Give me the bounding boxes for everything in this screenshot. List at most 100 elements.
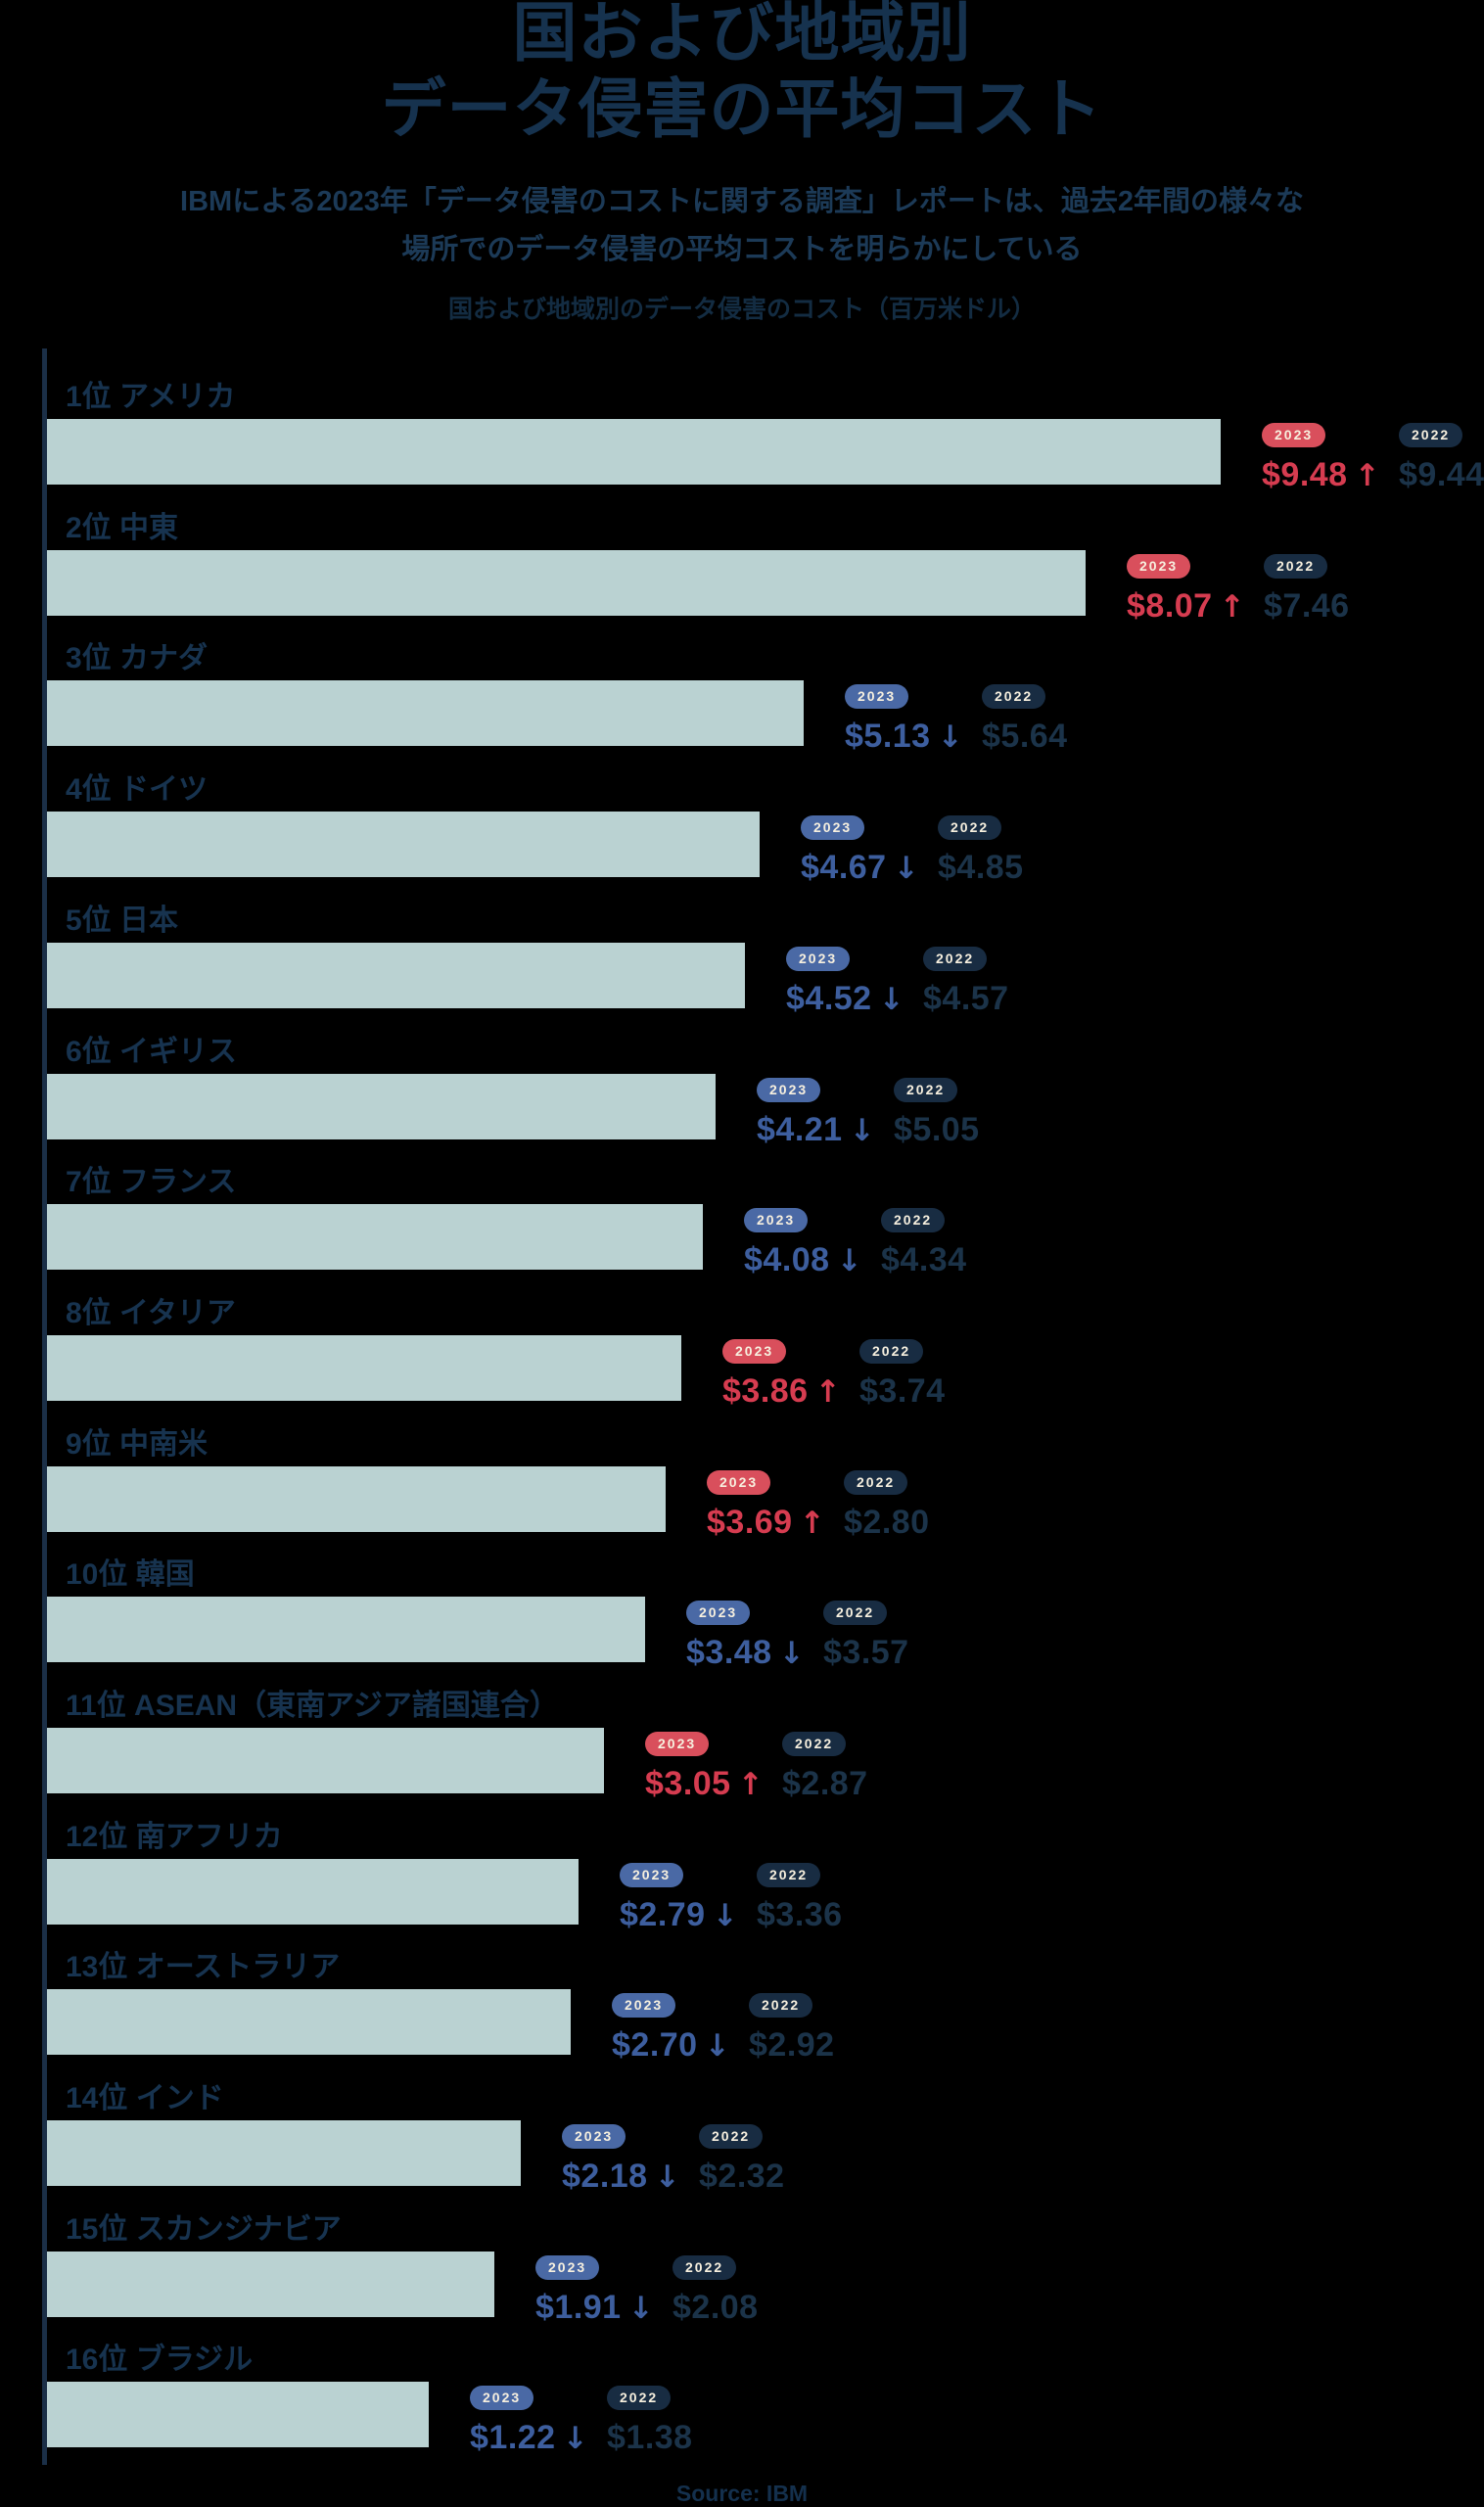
trend-down-icon: ↓ xyxy=(849,1113,876,1148)
chart-row: 7位 フランス 2023 $4.08 ↓ 2022 $4.34 xyxy=(47,1155,1484,1286)
trend-down-icon: ↓ xyxy=(704,2028,731,2064)
trend-down-icon: ↓ xyxy=(627,2291,655,2326)
cost-value-2022: $5.64 xyxy=(982,718,1068,755)
value-column-2022: 2022 $1.38 xyxy=(607,2386,693,2454)
value-column-2023: 2023 $4.08 ↓ xyxy=(744,1208,881,1277)
value-column-2022: 2022 $2.92 xyxy=(749,1993,835,2062)
value-column-2023: 2023 $4.67 ↓ xyxy=(801,815,938,884)
value-column-2022: 2022 $2.87 xyxy=(782,1732,868,1800)
cost-value-2023: $2.70 ↓ xyxy=(612,2026,731,2064)
cost-value-2023: $3.86 ↑ xyxy=(722,1372,842,1410)
year-badge-2023: 2023 xyxy=(645,1732,710,1756)
year-badge-2023: 2023 xyxy=(757,1078,821,1102)
year-badge-2022: 2022 xyxy=(1399,423,1463,447)
year-badge-2022: 2022 xyxy=(749,1993,813,2018)
value-column-2022: 2022 $4.85 xyxy=(938,815,1024,884)
year-badge-2022: 2022 xyxy=(923,947,988,971)
trend-down-icon: ↓ xyxy=(878,982,905,1017)
value-column-2022: 2022 $4.57 xyxy=(923,947,1009,1015)
trend-up-icon: ↑ xyxy=(737,1767,765,1802)
year-badge-2023: 2023 xyxy=(620,1863,684,1887)
trend-up-icon: ↑ xyxy=(1219,589,1246,625)
rank-country-label: 4位 ドイツ xyxy=(66,773,209,806)
year-badge-2022: 2022 xyxy=(607,2386,672,2410)
value-column-2022: 2022 $2.08 xyxy=(672,2255,759,2324)
cost-value-2022: $5.05 xyxy=(894,1111,980,1148)
year-badge-2023: 2023 xyxy=(845,684,909,709)
year-badge-2023: 2023 xyxy=(1127,554,1191,579)
cost-bar xyxy=(47,1989,571,2055)
cost-bar xyxy=(47,1335,681,1401)
value-group: 2023 $1.91 ↓ 2022 $2.08 xyxy=(535,2255,759,2324)
trend-up-icon: ↑ xyxy=(814,1374,842,1410)
trend-down-icon: ↓ xyxy=(937,720,964,755)
page-title-line2: データ侵害の平均コスト xyxy=(381,72,1103,145)
cost-value-2022: $4.34 xyxy=(881,1241,967,1278)
rank-country-label: 13位 オーストラリア xyxy=(66,1951,341,1983)
cost-value-2022: $3.36 xyxy=(757,1896,843,1933)
value-column-2023: 2023 $3.86 ↑ xyxy=(722,1339,859,1408)
chart-row: 9位 中南米 2023 $3.69 ↑ 2022 $2.80 xyxy=(47,1417,1484,1549)
year-badge-2022: 2022 xyxy=(938,815,1002,840)
cost-value-2022: $9.44 xyxy=(1399,456,1484,493)
rank-country-label: 7位 フランス xyxy=(66,1166,237,1198)
value-group: 2023 $3.48 ↓ 2022 $3.57 xyxy=(686,1601,909,1669)
page-subtitle-line1: IBMによる2023年「データ侵害のコストに関する調査」レポートは、過去2年間の… xyxy=(180,186,1304,217)
rank-country-label: 11位 ASEAN（東南アジア諸国連合） xyxy=(66,1690,559,1722)
year-badge-2022: 2022 xyxy=(782,1732,847,1756)
cost-value-2022: $2.32 xyxy=(699,2158,785,2195)
trend-down-icon: ↓ xyxy=(893,851,920,886)
trend-up-icon: ↑ xyxy=(1354,458,1381,493)
value-column-2022: 2022 $7.46 xyxy=(1264,554,1350,623)
cost-value-2023: $8.07 ↑ xyxy=(1127,587,1246,625)
cost-bar xyxy=(47,1074,716,1139)
cost-bar xyxy=(47,1728,604,1793)
chart-row: 1位 アメリカ 2023 $9.48 ↑ 2022 $9.44 xyxy=(47,370,1484,501)
cost-bar xyxy=(47,2382,429,2447)
page-subtitle-line2: 場所でのデータ侵害の平均コストを明らかにしている xyxy=(401,234,1083,265)
rank-country-label: 15位 スカンジナビア xyxy=(66,2213,342,2246)
rank-country-label: 16位 ブラジル xyxy=(66,2344,254,2376)
chart-row: 12位 南アフリカ 2023 $2.79 ↓ 2022 $3.36 xyxy=(47,1810,1484,1941)
year-badge-2022: 2022 xyxy=(672,2255,737,2280)
chart-row: 10位 韓国 2023 $3.48 ↓ 2022 $3.57 xyxy=(47,1548,1484,1679)
value-column-2022: 2022 $5.64 xyxy=(982,684,1068,753)
year-badge-2023: 2023 xyxy=(801,815,865,840)
year-badge-2022: 2022 xyxy=(844,1470,908,1495)
cost-bar xyxy=(47,1204,703,1270)
cost-value-2023: $1.91 ↓ xyxy=(535,2289,655,2326)
rank-country-label: 5位 日本 xyxy=(66,905,179,937)
year-badge-2023: 2023 xyxy=(722,1339,787,1364)
value-column-2023: 2023 $2.79 ↓ xyxy=(620,1863,757,1931)
value-group: 2023 $3.86 ↑ 2022 $3.74 xyxy=(722,1339,946,1408)
value-column-2023: 2023 $3.48 ↓ xyxy=(686,1601,823,1669)
value-column-2023: 2023 $1.91 ↓ xyxy=(535,2255,672,2324)
cost-bar xyxy=(47,419,1221,485)
rank-country-label: 10位 韓国 xyxy=(66,1558,195,1591)
value-column-2022: 2022 $3.36 xyxy=(757,1863,843,1931)
cost-value-2023: $1.22 ↓ xyxy=(470,2419,589,2456)
year-badge-2022: 2022 xyxy=(699,2124,764,2149)
cost-value-2022: $2.87 xyxy=(782,1765,868,1802)
chart-row: 14位 インド 2023 $2.18 ↓ 2022 $2.32 xyxy=(47,2071,1484,2203)
chart-row: 2位 中東 2023 $8.07 ↑ 2022 $7.46 xyxy=(47,501,1484,632)
rank-country-label: 3位 カナダ xyxy=(66,642,209,674)
rank-country-label: 9位 中南米 xyxy=(66,1428,209,1461)
value-group: 2023 $9.48 ↑ 2022 $9.44 xyxy=(1262,423,1484,491)
cost-value-2023: $3.48 ↓ xyxy=(686,1634,806,1671)
value-column-2023: 2023 $3.05 ↑ xyxy=(645,1732,782,1800)
value-column-2023: 2023 $8.07 ↑ xyxy=(1127,554,1264,623)
value-group: 2023 $3.05 ↑ 2022 $2.87 xyxy=(645,1732,868,1800)
cost-value-2023: $4.08 ↓ xyxy=(744,1241,863,1278)
rank-country-label: 12位 南アフリカ xyxy=(66,1821,283,1853)
cost-value-2023: $3.69 ↑ xyxy=(707,1504,826,1541)
page-subtitle: IBMによる2023年「データ侵害のコストに関する調査」レポートは、過去2年間の… xyxy=(0,178,1484,274)
year-badge-2022: 2022 xyxy=(982,684,1046,709)
chart-row: 5位 日本 2023 $4.52 ↓ 2022 $4.57 xyxy=(47,894,1484,1025)
trend-down-icon: ↓ xyxy=(778,1636,806,1671)
value-group: 2023 $3.69 ↑ 2022 $2.80 xyxy=(707,1470,930,1539)
trend-down-icon: ↓ xyxy=(562,2421,589,2456)
bar-chart: 1位 アメリカ 2023 $9.48 ↑ 2022 $9.44 2位 中東 2023 $8.07… xyxy=(47,370,1484,2465)
value-column-2023: 2023 $2.70 ↓ xyxy=(612,1993,749,2062)
year-badge-2022: 2022 xyxy=(881,1208,946,1232)
